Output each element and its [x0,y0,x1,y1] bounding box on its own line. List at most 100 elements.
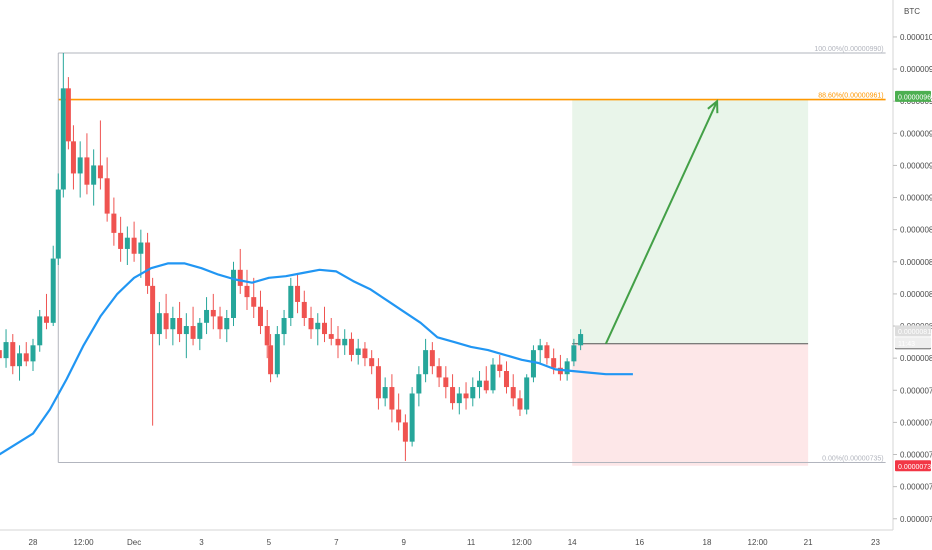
candle-body [183,326,189,335]
candle-body [355,348,361,355]
candle-body [170,318,176,330]
candle-body [65,88,71,142]
time-tick-label: 12:00 [74,538,95,547]
candle-body [369,358,375,367]
price-tick-label: 0.00000740 [900,451,932,460]
price-tag-label: 0.00000963 [898,94,932,101]
candle-body [30,345,36,362]
time-tick-label: 12:00 [748,538,769,547]
candle-body [3,342,9,359]
candle-body [244,285,250,298]
time-tick-label: 11 [467,538,476,547]
candle-body [436,366,442,378]
price-tick-label: 0.00000900 [900,194,932,203]
candle-body [342,338,348,346]
candle-body [315,322,321,330]
price-tick-label: 0.00000840 [900,290,932,299]
candle-body [443,377,449,388]
countdown-label: 11:43 [898,341,915,348]
price-tag-label: 0.00000733 [898,464,932,471]
candle-body [490,364,496,391]
long-position-zones[interactable] [572,99,809,466]
fib-level-label: 0.00%(0.00000735) [822,456,884,463]
candle-body [204,309,210,323]
candle-body [328,334,334,339]
price-tag-bg [895,90,931,102]
candle-body [288,285,294,318]
candle-body [416,374,422,394]
candle-body [483,380,489,391]
price-tick-label: 0.00001000 [900,33,932,42]
candle-body [231,269,237,318]
projection-arrowhead [707,99,719,114]
price-tag-label: 0.00000817 [898,329,932,336]
time-tick-label: 12:00 [512,538,533,547]
fib-level-label: 88.60%(0.00000961) [818,93,883,100]
candle-body [450,387,456,404]
candle-body [197,322,203,339]
candle-body [524,377,530,410]
candle-body [50,258,56,323]
candle-body [308,318,314,330]
price-tick-label: 0.00000700 [900,515,932,524]
candle-body [97,165,103,179]
candle-body [257,306,263,327]
candle-body [17,353,23,367]
moving-average-layer [0,262,633,456]
candle-body [138,242,144,254]
candle-body [37,316,43,346]
candle-body [375,366,381,399]
candle-body [477,380,483,388]
loss-zone [572,343,809,466]
candle-body [84,157,90,185]
candle-body [268,345,274,375]
candle-body [118,232,124,249]
candle-body [578,334,584,346]
candle-body [389,387,395,410]
candle-body [396,409,402,423]
time-axis[interactable]: 28 12:00 Dec 3 5 7 9 11 12:00 14 16 18 12:00 21 23 [29,538,881,547]
price-tick-label: 0.00000980 [900,65,932,74]
candle-body [111,213,117,233]
time-tick-label: 16 [635,538,644,547]
candle-body [322,322,328,335]
time-tick-label: 14 [568,538,577,547]
price-tag-bg [895,460,931,472]
candle-body [335,338,341,346]
candle-body [0,350,2,359]
candle-body [517,398,523,410]
fib-level-label: 100.00%(0.00000990) [814,46,883,53]
candle-body [503,371,509,388]
candle-body [217,316,223,330]
profit-zone [572,99,809,344]
candle-body [409,393,415,442]
price-tick-label: 0.00000800 [900,354,932,363]
price-tick-label: 0.00000880 [900,226,932,235]
candle-body [382,387,388,399]
time-tick-label: 21 [804,538,813,547]
candle-body [456,393,462,404]
price-tick-label: 0.00000780 [900,386,932,395]
time-tick-label: 7 [334,538,339,547]
projection-arrow-layer[interactable] [604,99,719,345]
candle-body [463,393,469,399]
time-tick-label: 23 [871,538,880,547]
candle-body [163,313,169,330]
candle-body [423,350,429,375]
candle-body [156,313,162,335]
candle-body [264,326,270,346]
time-tick-label: 3 [199,538,204,547]
time-tick-label: 9 [401,538,406,547]
candle-body [190,326,196,339]
price-tick-label: 0.00000920 [900,161,932,170]
candle-body [557,367,563,375]
candle-body [537,345,543,351]
candle-body [23,353,29,362]
candle-body [510,387,516,399]
candlestick-series [0,53,584,461]
currency-label: BTC [904,7,920,16]
price-tag-bg [895,325,931,337]
